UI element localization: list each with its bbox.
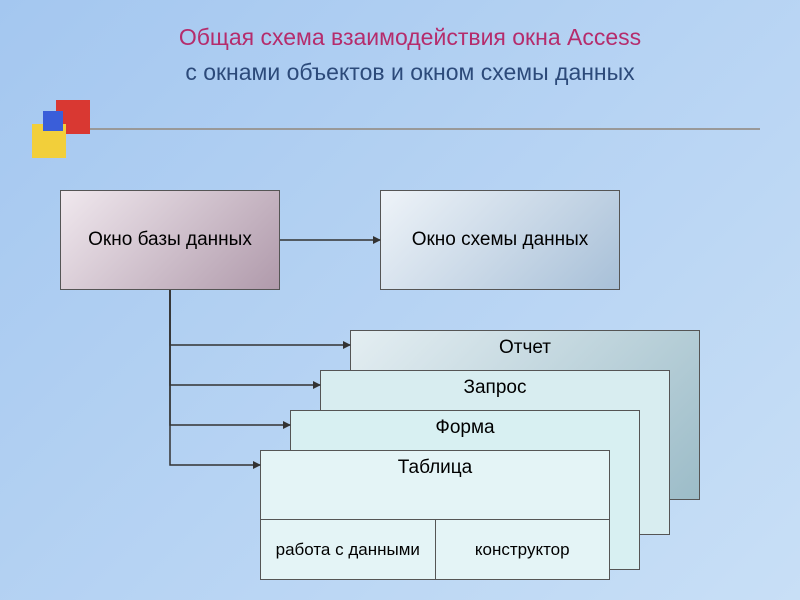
node-table-label: Таблица	[261, 457, 609, 479]
logo-blue-square	[43, 111, 63, 131]
edge-db-report	[170, 290, 350, 345]
node-db-label: Окно базы данных	[88, 229, 252, 251]
node-form-label: Форма	[291, 417, 639, 439]
node-schema-window: Окно схемы данных	[380, 190, 620, 290]
node-table-subrow: работа с данными конструктор	[261, 519, 609, 579]
logo-icon	[32, 100, 90, 158]
node-query-label: Запрос	[321, 377, 669, 399]
edge-db-query	[170, 290, 320, 385]
node-table-sub-left: работа с данными	[261, 520, 436, 579]
slide-root: Общая схема взаимодействия окна Access с…	[0, 0, 800, 600]
title-line-2: с окнами объектов и окном схемы данных	[185, 59, 634, 85]
edge-db-table	[170, 290, 260, 465]
node-db-window: Окно базы данных	[60, 190, 280, 290]
node-table-sub-right: конструктор	[436, 520, 610, 579]
title-line-1: Общая схема взаимодействия окна Access	[179, 24, 641, 50]
edge-db-form	[170, 290, 290, 425]
title-divider	[90, 128, 760, 130]
node-schema-label: Окно схемы данных	[412, 229, 589, 251]
node-report-label: Отчет	[351, 337, 699, 359]
node-table: Таблица работа с данными конструктор	[260, 450, 610, 580]
slide-title: Общая схема взаимодействия окна Access с…	[60, 20, 760, 89]
